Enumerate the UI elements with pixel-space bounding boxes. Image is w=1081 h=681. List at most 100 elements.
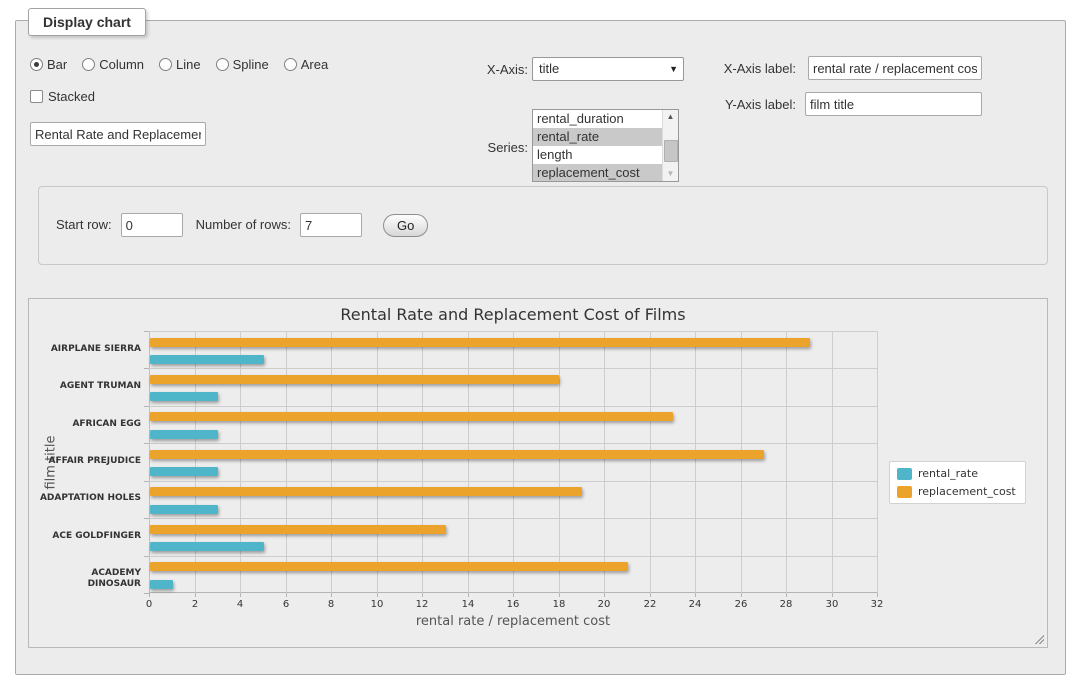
radio-label: Spline: [233, 57, 269, 72]
series-option-length[interactable]: length: [533, 146, 668, 164]
chart-type-radio-group: Bar Column Line Spline Area: [30, 57, 328, 72]
bar-rental_rate[interactable]: [150, 430, 218, 439]
x-tick-label: 20: [589, 599, 619, 610]
radio-label: Bar: [47, 57, 67, 72]
legend-item-rental-rate[interactable]: rental_rate: [897, 467, 1016, 480]
x-axis-tick: [149, 593, 150, 597]
x-tick-label: 30: [817, 599, 847, 610]
series-scrollbar[interactable]: ▲ ▼: [662, 110, 678, 181]
x-tick-label: 12: [407, 599, 437, 610]
y-axis-label-input[interactable]: [805, 92, 982, 116]
bar-replacement_cost[interactable]: [150, 525, 446, 534]
series-listbox[interactable]: rental_durationrental_ratelengthreplacem…: [532, 109, 679, 182]
bar-replacement_cost[interactable]: [150, 412, 673, 421]
y-axis-tick: [144, 331, 149, 332]
radio-icon[interactable]: [216, 58, 229, 71]
num-rows-label: Number of rows:: [196, 214, 291, 236]
bar-rental_rate[interactable]: [150, 467, 218, 476]
x-axis-tick: [331, 593, 332, 597]
go-button[interactable]: Go: [383, 214, 428, 237]
bar-replacement_cost[interactable]: [150, 450, 764, 459]
chart-type-radio-line[interactable]: Line: [159, 57, 201, 72]
gridline: [832, 331, 833, 593]
chart-title-input[interactable]: [30, 122, 206, 146]
gridline: [422, 331, 423, 593]
series-option-replacement_cost[interactable]: replacement_cost: [533, 164, 668, 182]
radio-label: Line: [176, 57, 201, 72]
page: Display chart BarColumnLineSplineArea St…: [0, 0, 1081, 681]
x-tick-label: 6: [271, 599, 301, 610]
x-axis-tick: [286, 593, 287, 597]
radio-icon[interactable]: [284, 58, 297, 71]
chart-type-radio-column[interactable]: Column: [82, 57, 144, 72]
bar-replacement_cost[interactable]: [150, 487, 582, 496]
scrollbar-thumb[interactable]: [664, 140, 678, 162]
x-axis-label-input[interactable]: [808, 56, 982, 80]
x-axis-tick: [468, 593, 469, 597]
x-axis-tick: [195, 593, 196, 597]
bar-replacement_cost[interactable]: [150, 375, 559, 384]
gridline: [786, 331, 787, 593]
x-tick-label: 26: [726, 599, 756, 610]
radio-label: Area: [301, 57, 328, 72]
gridline: [149, 481, 877, 482]
bar-rental_rate[interactable]: [150, 355, 264, 364]
gridline: [149, 443, 877, 444]
radio-icon[interactable]: [30, 58, 43, 71]
bar-rental_rate[interactable]: [150, 505, 218, 514]
x-tick-label: 18: [544, 599, 574, 610]
bar-replacement_cost[interactable]: [150, 338, 810, 347]
x-tick-label: 4: [225, 599, 255, 610]
x-tick-label: 32: [862, 599, 892, 610]
scroll-down-icon[interactable]: ▼: [663, 167, 678, 181]
y-category-label: ACADEMY DINOSAUR: [35, 568, 141, 590]
gridline: [149, 518, 877, 519]
radio-label: Column: [99, 57, 144, 72]
bar-rental_rate[interactable]: [150, 580, 173, 589]
num-rows-input[interactable]: [300, 213, 362, 237]
y-axis-line: [149, 331, 150, 593]
gridline: [741, 331, 742, 593]
x-axis-label-label: X-Axis label:: [708, 58, 796, 80]
x-axis-select[interactable]: title ▼: [532, 57, 684, 81]
radio-icon[interactable]: [159, 58, 172, 71]
bar-rental_rate[interactable]: [150, 392, 218, 401]
gridline: [468, 331, 469, 593]
chart-legend[interactable]: rental_rate replacement_cost: [889, 461, 1026, 504]
gridline: [149, 368, 877, 369]
series-option-rental_rate[interactable]: rental_rate: [533, 128, 668, 146]
legend-label: rental_rate: [918, 467, 978, 480]
chart-type-radio-bar[interactable]: Bar: [30, 57, 67, 72]
y-category-label: AGENT TRUMAN: [35, 381, 141, 392]
chart-title: Rental Rate and Replacement Cost of Film…: [149, 305, 877, 324]
y-category-label: ACE GOLDFINGER: [35, 531, 141, 542]
chart-type-radio-area[interactable]: Area: [284, 57, 328, 72]
gridline: [377, 331, 378, 593]
series-select-label: Series:: [455, 137, 528, 159]
resize-grip-icon[interactable]: [1033, 633, 1044, 644]
y-axis-tick: [144, 406, 149, 407]
radio-icon[interactable]: [82, 58, 95, 71]
y-axis-tick: [144, 368, 149, 369]
y-axis-label-label: Y-Axis label:: [708, 94, 796, 116]
gridline: [195, 331, 196, 593]
x-axis-tick: [513, 593, 514, 597]
x-tick-label: 16: [498, 599, 528, 610]
y-axis-tick: [144, 481, 149, 482]
gridline: [604, 331, 605, 593]
gridline: [877, 331, 878, 593]
gridline: [513, 331, 514, 593]
series-option-rental_duration[interactable]: rental_duration: [533, 110, 668, 128]
legend-item-replacement-cost[interactable]: replacement_cost: [897, 485, 1016, 498]
bar-replacement_cost[interactable]: [150, 562, 628, 571]
y-axis-tick: [144, 518, 149, 519]
stacked-option[interactable]: Stacked: [30, 89, 95, 104]
replacement-cost-swatch-icon: [897, 486, 912, 498]
scroll-up-icon[interactable]: ▲: [663, 110, 678, 124]
bar-rental_rate[interactable]: [150, 542, 264, 551]
start-row-input[interactable]: [121, 213, 183, 237]
x-tick-label: 14: [453, 599, 483, 610]
chart-type-radio-spline[interactable]: Spline: [216, 57, 269, 72]
chart-plot-area: [149, 331, 877, 593]
stacked-checkbox[interactable]: [30, 90, 43, 103]
